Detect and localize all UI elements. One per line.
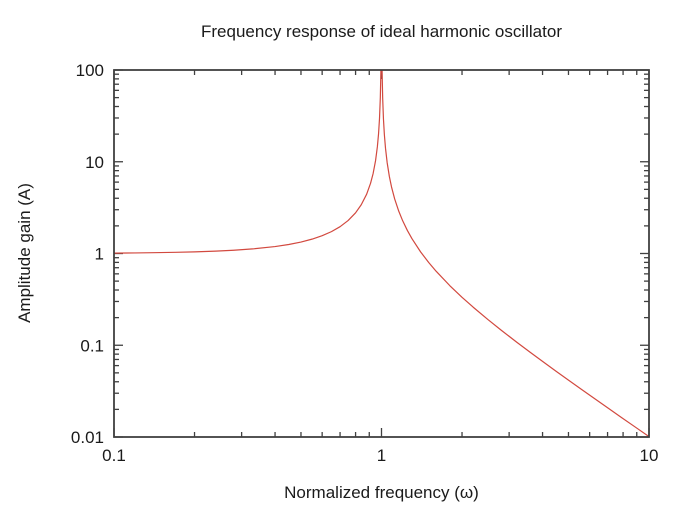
chart-title: Frequency response of ideal harmonic osc… [201, 22, 562, 41]
y-tick-label: 100 [76, 61, 104, 80]
x-tick-label: 0.1 [102, 446, 126, 465]
y-tick-label: 0.01 [71, 428, 104, 447]
y-tick-label: 1 [95, 245, 104, 264]
response-curve [114, 70, 649, 437]
y-tick-label: 0.1 [80, 336, 104, 355]
y-tick-label: 10 [85, 153, 104, 172]
x-axis-label: Normalized frequency (ω) [284, 483, 479, 502]
x-tick-label: 10 [640, 446, 659, 465]
x-tick-label: 1 [377, 446, 386, 465]
plot-border [113, 69, 650, 438]
